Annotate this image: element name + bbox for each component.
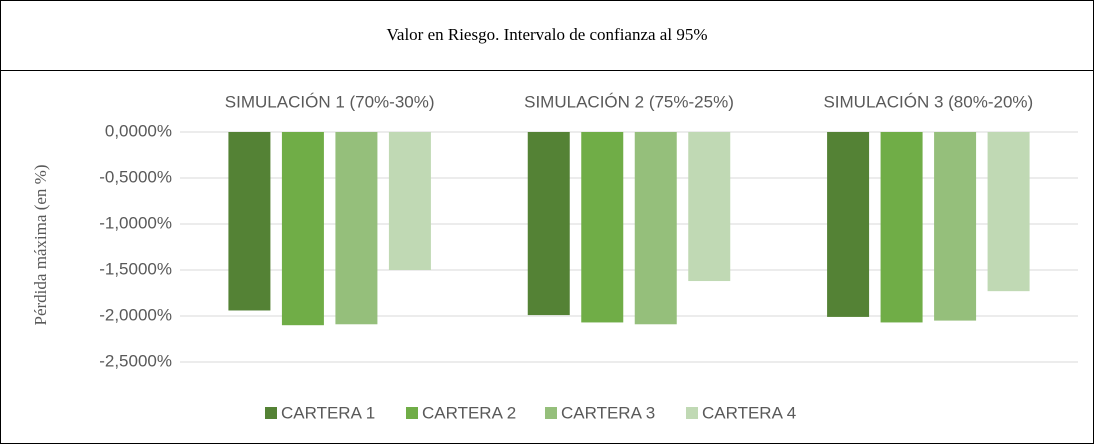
y-tick-label: -0,5000% [99,167,172,186]
legend-swatch [406,407,418,419]
bar [581,132,624,323]
y-tick-label: -1,0000% [99,213,172,232]
category-label: SIMULACIÓN 2 (75%-25%) [524,92,734,111]
bar [335,132,378,325]
y-tick-label: -2,0000% [99,305,172,324]
y-tick-label: 0,0000% [105,121,172,140]
category-label: SIMULACIÓN 3 (80%-20%) [823,92,1033,111]
legend-swatch [265,407,277,419]
bar [987,132,1030,292]
bar [634,132,677,325]
legend-swatch [686,407,698,419]
bar [827,132,870,317]
bar [934,132,977,321]
chart-title: Valor en Riesgo. Intervalo de confianza … [387,25,708,44]
bar [688,132,731,282]
legend-label: CARTERA 4 [702,403,796,422]
y-tick-label: -2,5000% [99,351,172,370]
bar [388,132,431,270]
bar [281,132,324,326]
legend-swatch [545,407,557,419]
category-label: SIMULACIÓN 1 (70%-30%) [225,92,435,111]
legend-label: CARTERA 3 [561,403,655,422]
y-tick-label: -1,5000% [99,259,172,278]
y-axis-title: Pérdida máxima (en %) [31,165,50,326]
legend-label: CARTERA 2 [422,403,516,422]
bar [228,132,271,311]
bar [527,132,570,316]
bar [880,132,923,323]
legend-label: CARTERA 1 [281,403,375,422]
